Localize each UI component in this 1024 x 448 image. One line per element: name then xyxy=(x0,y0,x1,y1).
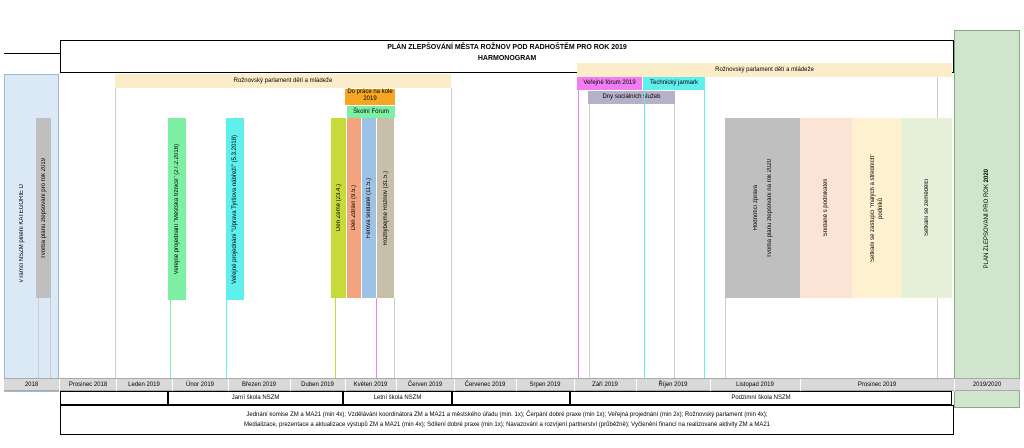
guide-line xyxy=(589,104,590,378)
month-cell: Únor 2019 xyxy=(172,379,229,391)
event-ferova-snidane: Férová snídaně (11.5.) xyxy=(362,118,376,298)
month-cell: Březen 2019 xyxy=(228,379,291,391)
guide-line xyxy=(451,88,452,378)
event-den-zdravi: Den Zdraví (9.5.) xyxy=(347,118,361,298)
event-rozhybejme: Rozhýbejme Rožnov (31.5.) xyxy=(377,118,394,298)
month-cell: Srpen 2019 xyxy=(516,379,575,391)
do-prace-bar: Do práce na kole 2019 xyxy=(345,89,395,105)
verejne-forum-bar: Veřejné fórum 2019 xyxy=(577,77,642,90)
month-cell: Květen 2019 xyxy=(345,379,397,391)
event-setkani-podniky: Setkání se zástupci "malých a středních"… xyxy=(852,118,902,298)
guide-line xyxy=(376,298,377,378)
guide-line xyxy=(38,298,39,378)
guide-line xyxy=(170,300,171,378)
event-setkani-zemedelci: Setkání se zemědělci xyxy=(902,118,952,298)
right-panel: PLÁN ZLEPŠOVÁNÍ PRO ROK 2020 xyxy=(954,30,1020,408)
month-cell: Červen 2019 xyxy=(396,379,455,391)
timeline-bar: 2018 Prosinec 2018 Leden 2019 Únor 2019 … xyxy=(4,378,1021,391)
month-cell: Prosinec 2018 xyxy=(60,379,117,391)
month-cell: 2018 xyxy=(4,379,60,391)
left-tvorba-label: Tvorba plánu zlepšování pro rok 2019 xyxy=(40,157,47,259)
month-cell: Září 2019 xyxy=(574,379,637,391)
school-empty-cell xyxy=(60,391,168,405)
event-uprava-nabrezi: Veřejné projednání "Úprava Tyršova nábře… xyxy=(226,118,244,300)
parliament-band-left: Rožnovský parlament dětí a mládeže xyxy=(115,74,451,88)
header-left-line xyxy=(4,53,60,54)
left-tvorba-bar: Tvorba plánu zlepšování pro rok 2019 xyxy=(36,118,51,298)
school-empty-cell xyxy=(452,391,570,405)
month-cell: Duben 2019 xyxy=(290,379,346,391)
guide-line xyxy=(115,88,116,378)
footer-line-1: Jednání komise ZM a MA21 (min 4x); Vzděl… xyxy=(246,412,768,418)
event-den-zeme: Den Země (23.4.) xyxy=(331,118,346,298)
month-cell: Říjen 2019 xyxy=(636,379,711,391)
event-snidane-podnikatele: Snídaně s podnikateli xyxy=(800,118,852,298)
parliament-band-right: Rožnovský parlament dětí a mládeže xyxy=(577,63,952,77)
page-title: PLÁN ZLEPŠOVÁNÍ MĚSTA ROŽNOV POD RADHOŠT… xyxy=(387,44,627,51)
dny-socialnich-bar: Dny sociálních služeb xyxy=(588,91,675,104)
event-hodnotici-zprava: Hodnotící zpráva Tvorba plánu zlepšování… xyxy=(725,118,800,298)
letni-skola: Letní škola NSZM xyxy=(343,391,452,405)
guide-line xyxy=(226,300,227,378)
header-box: PLÁN ZLEPŠOVÁNÍ MĚSTA ROŽNOV POD RADHOŠT… xyxy=(60,40,954,73)
technicky-jarmark-bar: Technický jarmark xyxy=(643,77,705,90)
guide-line xyxy=(725,298,726,378)
left-panel-label: v rámci NSZM plnění KATEGORIE D xyxy=(18,183,25,283)
guide-line xyxy=(674,104,675,378)
footer-box: Jednání komise ZM a MA21 (min 4x); Vzděl… xyxy=(60,405,954,435)
footer-line-2: Medializace, prezentace a aktualizace vý… xyxy=(243,422,771,428)
guide-line xyxy=(704,90,705,378)
guide-line xyxy=(394,298,395,378)
guide-line xyxy=(578,90,579,378)
page-subtitle: HARMONOGRAM xyxy=(477,55,537,62)
month-cell: 2019/2020 xyxy=(954,379,1021,391)
guide-line xyxy=(644,90,645,378)
right-panel-label: PLÁN ZLEPŠOVÁNÍ PRO ROK 2020 xyxy=(984,169,990,269)
skolni-forum-bar: Školní Fórum xyxy=(347,106,395,118)
podzimni-skola: Podzimní škola NSZM xyxy=(570,391,952,405)
jarni-skola: Jarní škola NSZM xyxy=(168,391,343,405)
month-cell: Leden 2019 xyxy=(116,379,173,391)
event-mestska-troznice: Veřejné projednání "Městská tržnice" (27… xyxy=(168,118,186,300)
month-cell: Listopad 2019 xyxy=(710,379,801,391)
month-cell: Prosinec 2019 xyxy=(800,379,955,391)
month-cell: Červenec 2019 xyxy=(454,379,517,391)
guide-line xyxy=(50,298,51,378)
guide-line xyxy=(335,298,336,378)
